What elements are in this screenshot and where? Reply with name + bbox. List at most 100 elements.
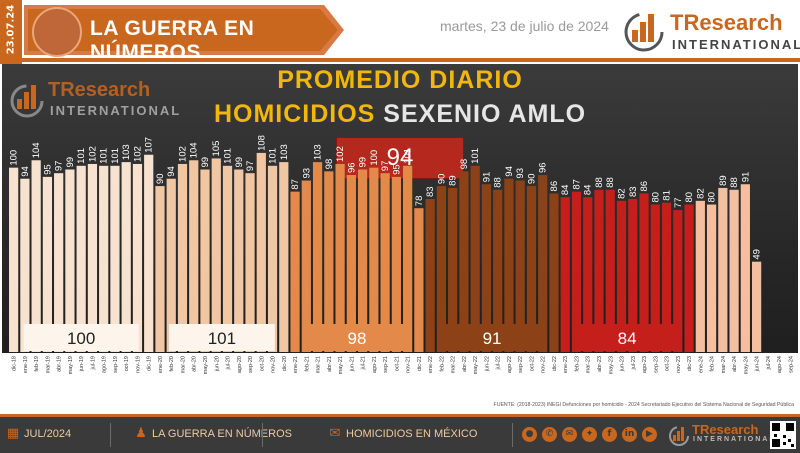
linkedin-icon[interactable]: in — [622, 427, 637, 442]
bar-value-label: 103 — [279, 144, 290, 160]
bar-value-label: 102 — [87, 146, 98, 162]
x-tick-label: jun-19 — [79, 356, 85, 372]
footer-logo[interactable]: TResearch INTERNATIONAL — [668, 422, 774, 449]
bar-value-label: 103 — [121, 144, 132, 160]
qr-code-icon[interactable] — [770, 421, 796, 449]
facebook-icon[interactable]: f — [602, 427, 617, 442]
bar — [144, 154, 154, 352]
period-box — [23, 324, 139, 351]
x-tick-label: oct-21 — [394, 356, 400, 371]
bar — [312, 162, 323, 352]
bar — [560, 197, 570, 352]
x-tick-label: ago-23 — [642, 356, 648, 373]
banner-shape — [24, 5, 344, 55]
x-tick-label: dic-18 — [12, 356, 18, 371]
bar-value-label: 99 — [200, 157, 211, 168]
map-person-icon: ♟ — [135, 426, 147, 441]
youtube-icon[interactable]: ▶ — [642, 427, 657, 442]
bar — [605, 189, 615, 352]
bar — [594, 189, 604, 352]
x-tick-label: ago-22 — [507, 356, 513, 373]
x-tick-label: jun-23 — [620, 356, 626, 372]
x-tick-label: ago-20 — [237, 356, 243, 373]
bar-value-label: 88 — [729, 177, 740, 188]
chart-title: PROMEDIO DIARIO — [277, 66, 523, 94]
bar-value-label: 83 — [425, 186, 436, 197]
tresearch-logo-watermark: TResearch INTERNATIONAL — [8, 79, 179, 125]
bar — [110, 165, 120, 352]
bar — [740, 184, 750, 352]
bar-value-label: 99 — [65, 157, 76, 168]
bar — [245, 173, 255, 352]
bar-value-label: 93 — [301, 168, 312, 179]
bar — [639, 193, 649, 352]
bar-value-label: 103 — [313, 144, 324, 160]
x-tick-label: jul-23 — [631, 356, 637, 370]
bar — [448, 187, 458, 352]
x-tick-label: may-22 — [473, 356, 479, 374]
x-tick-label: may-20 — [203, 356, 209, 374]
bar — [121, 162, 131, 352]
bar — [515, 180, 525, 352]
x-tick-label: sep-22 — [518, 356, 524, 373]
bar-value-label: 96 — [538, 162, 549, 173]
x-tick-label: jun-20 — [214, 356, 220, 372]
x-tick-label: dic-20 — [282, 356, 288, 371]
bar-value-label: 80 — [707, 192, 718, 203]
logo-bars-icon — [669, 426, 689, 446]
banner: LA GUERRA EN NÚMEROS — [24, 3, 346, 64]
x-tick-label: abr-24 — [732, 356, 738, 372]
bar — [301, 180, 311, 352]
x-tick-label: mar-19 — [45, 356, 51, 373]
bar — [729, 189, 739, 352]
bar — [42, 176, 53, 352]
bar — [290, 191, 300, 352]
x-tick-label: feb-20 — [169, 356, 175, 372]
date-strip: 23.07.24 — [0, 0, 22, 64]
bar — [650, 204, 660, 352]
bar-value-label: 104 — [189, 142, 200, 158]
header: 23.07.24 LA GUERRA EN NÚMEROS martes, 23… — [0, 0, 800, 64]
tresearch-logo[interactable]: TResearch INTERNATIONAL — [622, 8, 800, 56]
bar — [155, 186, 165, 352]
bar — [526, 186, 537, 352]
x-tick-label: jun-21 — [349, 356, 355, 372]
bar — [414, 208, 424, 352]
mail-icon[interactable]: ✉ — [562, 427, 577, 442]
x-tick-label: jul-20 — [226, 356, 232, 370]
bar-value-label: 88 — [594, 177, 605, 188]
chart-subtitle: HOMICIDIOS SEXENIO AMLO — [2, 100, 798, 129]
x-tick-label: jul-22 — [496, 356, 502, 370]
phone-icon[interactable]: ✆ — [542, 427, 557, 442]
bar-value-label: 94 — [504, 166, 515, 177]
x-tick-label: ene-21 — [293, 356, 299, 373]
x-tick-label: feb-21 — [304, 356, 310, 372]
bar — [583, 197, 593, 352]
bar — [54, 173, 64, 352]
x-tick-label: jun-22 — [484, 356, 490, 372]
x-tick-label: may-19 — [68, 356, 74, 374]
twitter-icon[interactable]: ✦ — [582, 427, 597, 442]
footer-topic[interactable]: HOMICIDIOS EN MÉXICO — [346, 428, 478, 440]
x-tick-label: dic-21 — [417, 356, 423, 371]
bar — [256, 152, 266, 352]
footer-section[interactable]: LA GUERRA EN NÚMEROS — [152, 428, 292, 440]
x-tick-label: nov-20 — [271, 356, 277, 373]
x-tick-label: oct-23 — [665, 356, 671, 371]
bar-value-label: 78 — [414, 196, 425, 207]
bar — [470, 165, 480, 352]
x-tick-label: ene-22 — [428, 356, 434, 373]
bar-value-label: 83 — [628, 186, 639, 197]
bar — [234, 169, 244, 352]
bar-value-label: 81 — [662, 190, 673, 201]
x-tick-label: sep-24 — [788, 356, 794, 373]
x-tick-label: abr-20 — [192, 356, 198, 372]
bar-value-label: 82 — [617, 188, 628, 199]
x-tick-label: may-21 — [338, 356, 344, 374]
x-tick-label: mar-21 — [316, 356, 322, 373]
x-tick-label: nov-22 — [541, 356, 547, 373]
x-tick-label: mar-23 — [586, 356, 592, 373]
x-tick-label: jul-19 — [90, 356, 96, 370]
bar — [76, 165, 86, 352]
globe-icon[interactable]: ● — [522, 427, 537, 442]
